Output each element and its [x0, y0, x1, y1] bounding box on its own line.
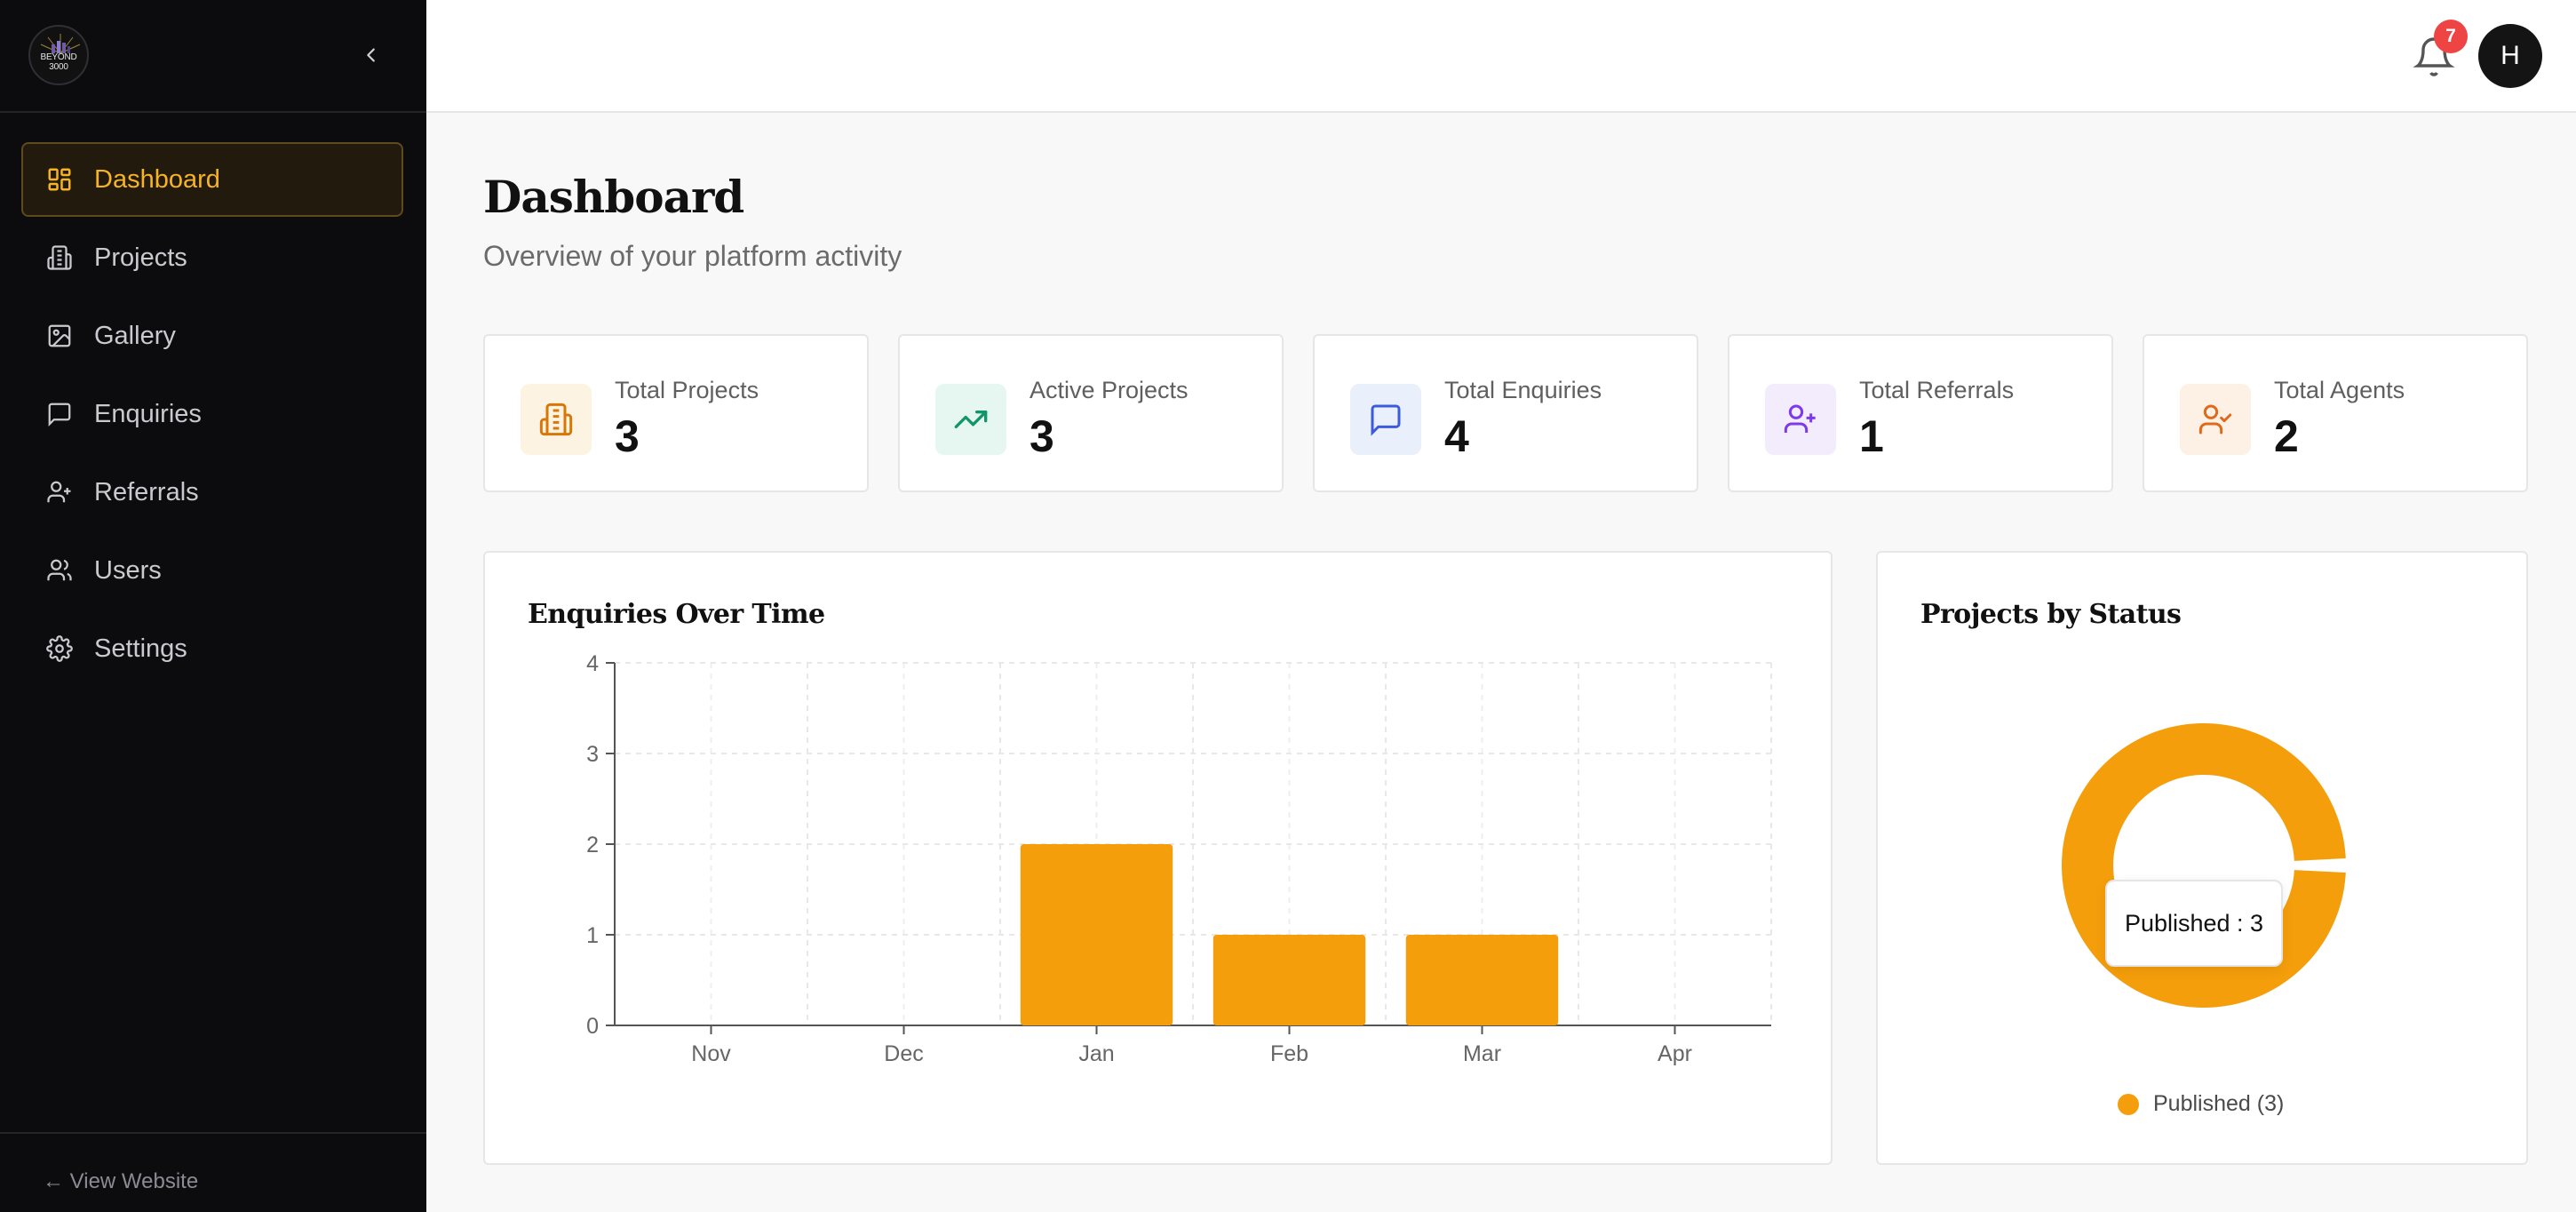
status-chart-card: Projects by Status [1876, 551, 2528, 1165]
trending-up-icon [935, 384, 1006, 455]
avatar[interactable]: H [2478, 24, 2542, 88]
chevron-left-icon [367, 48, 375, 62]
sidebar-footer: ← View Website [0, 1132, 426, 1212]
page-title: Dashboard [483, 171, 744, 223]
sidebar-item-referrals[interactable]: Referrals [21, 455, 403, 530]
x-tick-label: Feb [1270, 1041, 1308, 1066]
stat-card-total-projects: Total Projects 3 [483, 334, 869, 492]
x-tick-label: Mar [1463, 1041, 1501, 1066]
sidebar-item-users[interactable]: Users [21, 533, 403, 608]
gear-icon [44, 634, 75, 664]
legend-label: Published (3) [2153, 1091, 2285, 1116]
sidebar-item-label: Projects [94, 243, 187, 272]
stat-value: 4 [1444, 411, 1469, 461]
enquiries-chart-card: Enquiries Over Time 0 1 2 3 4 Nov Dec Jan Feb Mar… [483, 551, 1833, 1165]
building-icon [521, 384, 592, 455]
sidebar-item-label: Users [94, 555, 162, 585]
collapse-sidebar-button[interactable] [355, 39, 387, 71]
y-tick-label: 2 [586, 833, 599, 857]
bell-icon [2413, 37, 2455, 76]
x-tick-label: Nov [691, 1041, 731, 1066]
x-tick-label: Jan [1078, 1041, 1114, 1066]
stat-label: Total Enquiries [1444, 377, 1602, 403]
sidebar-item-projects[interactable]: Projects [21, 220, 403, 295]
image-icon [44, 321, 75, 351]
enquiries-bar-chart: 0 1 2 3 4 Nov Dec Jan Feb Mar Apr [586, 651, 1772, 1066]
sidebar-item-label: Dashboard [94, 164, 220, 194]
view-website-link[interactable]: ← View Website [43, 1169, 199, 1193]
user-plus-icon [1765, 384, 1836, 455]
notifications-button[interactable] [2413, 36, 2455, 78]
legend-swatch [2118, 1093, 2139, 1115]
stat-value: 3 [615, 411, 640, 461]
stat-value: 1 [1859, 411, 1884, 461]
brand-logo[interactable]: BEYOND 3000 [28, 25, 89, 85]
stat-label: Total Referrals [1859, 377, 2015, 403]
status-chart-title: Projects by Status [1920, 599, 2182, 630]
logo-skyline-graphic [40, 34, 81, 54]
chart-legend: Published (3) [2118, 1091, 2284, 1117]
y-tick-label: 3 [586, 742, 599, 767]
topbar: 7 H [426, 0, 2576, 113]
logo-text: BEYOND 3000 [40, 52, 77, 72]
stat-card-total-agents: Total Agents 2 [2143, 334, 2528, 492]
status-donut-chart [2062, 723, 2346, 1008]
page-subtitle: Overview of your platform activity [483, 240, 902, 272]
stat-label: Total Agents [2274, 377, 2405, 403]
bar [1020, 844, 1173, 1025]
y-tick-label: 0 [586, 1014, 599, 1039]
user-plus-icon [44, 477, 75, 507]
sidebar-item-dashboard[interactable]: Dashboard [21, 142, 403, 217]
stat-value: 2 [2274, 411, 2299, 461]
sidebar-header: BEYOND 3000 [0, 0, 426, 113]
message-icon [1350, 384, 1421, 455]
sidebar-item-settings[interactable]: Settings [21, 611, 403, 686]
user-check-icon [2180, 384, 2251, 455]
stat-card-active-projects: Active Projects 3 [898, 334, 1284, 492]
building-icon [44, 243, 75, 273]
users-icon [44, 555, 75, 586]
y-tick-label: 1 [586, 923, 599, 948]
notification-badge: 7 [2434, 20, 2468, 53]
sidebar-item-enquiries[interactable]: Enquiries [21, 377, 403, 451]
sidebar-item-label: Gallery [94, 321, 176, 350]
stat-card-total-enquiries: Total Enquiries 4 [1313, 334, 1698, 492]
stat-value: 3 [1030, 411, 1054, 461]
enquiries-chart-title: Enquiries Over Time [528, 599, 825, 630]
message-icon [44, 399, 75, 429]
sidebar-item-label: Referrals [94, 477, 199, 506]
sidebar-item-label: Settings [94, 634, 187, 663]
stat-card-total-referrals: Total Referrals 1 [1728, 334, 2113, 492]
x-tick-label: Dec [884, 1041, 923, 1066]
stat-label: Active Projects [1030, 377, 1189, 403]
bar [1212, 935, 1366, 1025]
x-tick-label: Apr [1658, 1041, 1692, 1066]
y-tick-label: 4 [586, 651, 599, 676]
stat-label: Total Projects [615, 377, 759, 403]
chart-tooltip: Published : 3 [2105, 880, 2283, 967]
dashboard-grid-icon [44, 164, 75, 195]
sidebar: BEYOND 3000 Dashboard Projects Gallery [0, 0, 426, 1212]
sidebar-nav: Dashboard Projects Gallery Enquiries Ref… [21, 142, 403, 690]
sidebar-item-gallery[interactable]: Gallery [21, 299, 403, 373]
bar [1405, 935, 1559, 1025]
sidebar-item-label: Enquiries [94, 399, 202, 428]
